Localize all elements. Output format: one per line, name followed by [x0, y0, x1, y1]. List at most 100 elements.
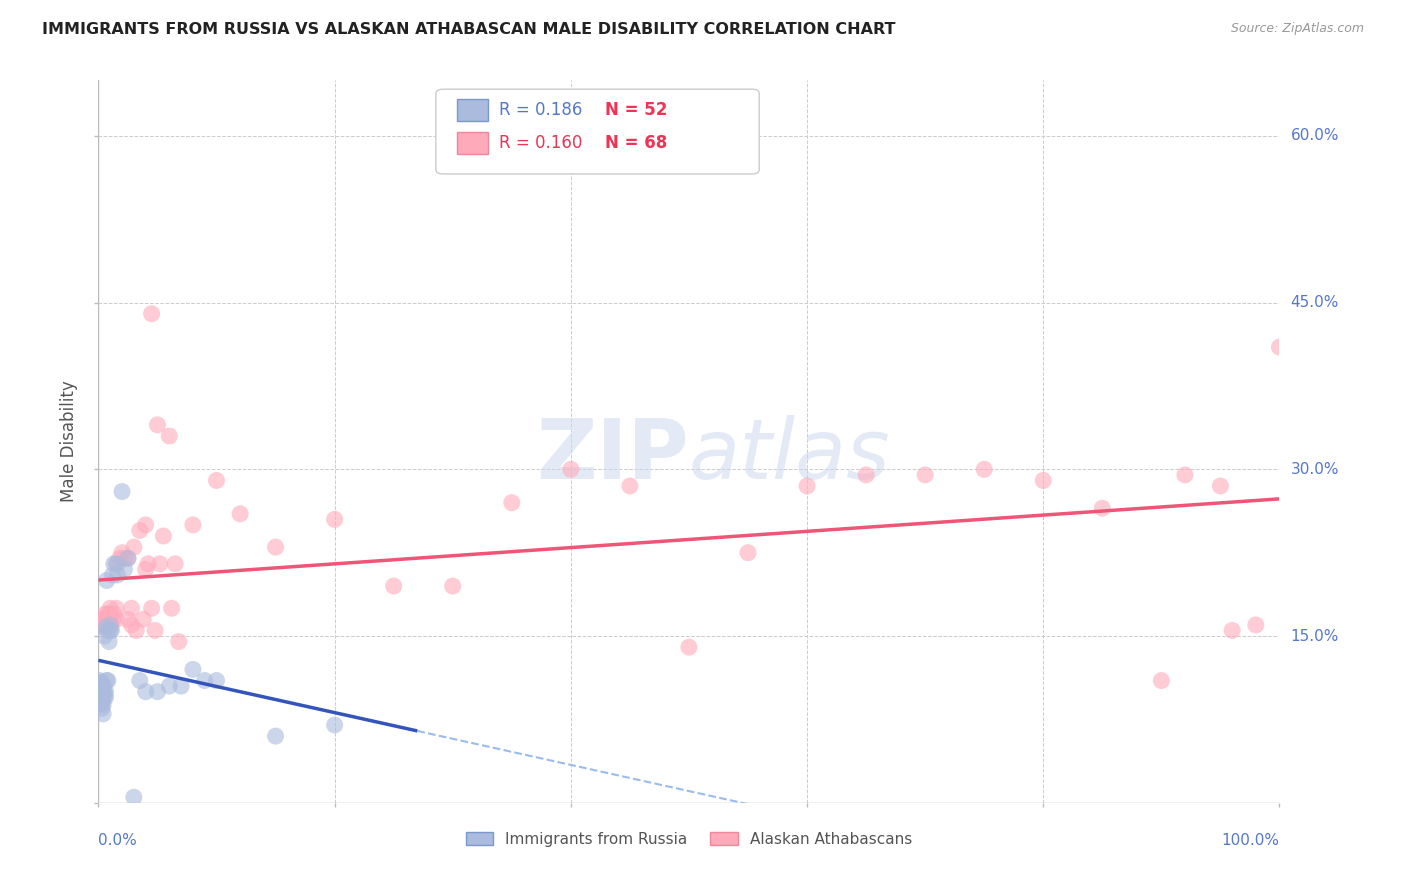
Text: 15.0%: 15.0%	[1291, 629, 1339, 643]
Point	[97, 612, 120, 626]
Point	[94, 684, 117, 698]
Point	[91, 675, 114, 690]
Point	[181, 662, 204, 676]
Point	[97, 673, 120, 688]
Text: N = 68: N = 68	[605, 134, 666, 152]
Point	[264, 729, 287, 743]
Point	[122, 540, 145, 554]
Text: 45.0%: 45.0%	[1291, 295, 1339, 310]
Point	[149, 557, 172, 571]
Point	[94, 690, 117, 705]
Point	[914, 467, 936, 482]
Point	[90, 675, 112, 690]
Point	[105, 557, 128, 571]
Text: 100.0%: 100.0%	[1222, 833, 1279, 848]
Point	[1150, 673, 1173, 688]
Point	[167, 634, 190, 648]
Point	[146, 684, 169, 698]
Point	[111, 484, 134, 499]
Point	[98, 612, 121, 626]
Point	[105, 612, 128, 626]
Point	[89, 673, 111, 688]
Point	[96, 574, 118, 588]
Point	[117, 612, 139, 626]
Point	[111, 546, 134, 560]
Point	[323, 512, 346, 526]
Point	[112, 551, 135, 566]
Point	[560, 462, 582, 476]
Point	[1244, 618, 1267, 632]
Point	[105, 601, 128, 615]
Point	[98, 601, 121, 615]
Point	[91, 690, 114, 705]
Point	[121, 601, 143, 615]
Text: 30.0%: 30.0%	[1291, 462, 1339, 477]
Point	[108, 551, 131, 566]
Point	[122, 790, 145, 805]
Point	[135, 684, 157, 698]
Point	[181, 517, 204, 532]
Text: R = 0.186: R = 0.186	[499, 101, 582, 119]
Point	[101, 612, 124, 626]
Text: ZIP: ZIP	[537, 416, 689, 497]
Point	[152, 529, 174, 543]
Point	[103, 557, 125, 571]
Point	[101, 568, 124, 582]
Point	[90, 684, 112, 698]
Point	[100, 624, 122, 638]
Point	[98, 607, 121, 621]
Point	[128, 524, 150, 538]
Point	[135, 562, 157, 576]
Point	[91, 612, 114, 626]
Text: 0.0%: 0.0%	[98, 833, 138, 848]
Point	[619, 479, 641, 493]
Point	[796, 479, 818, 493]
Point	[117, 551, 139, 566]
Point	[194, 673, 217, 688]
Point	[98, 624, 121, 638]
Text: Source: ZipAtlas.com: Source: ZipAtlas.com	[1230, 22, 1364, 36]
Point	[170, 679, 193, 693]
Point	[105, 557, 128, 571]
Point	[382, 579, 405, 593]
Point	[323, 718, 346, 732]
Point	[264, 540, 287, 554]
Point	[132, 612, 155, 626]
Point	[1174, 467, 1197, 482]
Point	[91, 698, 114, 712]
Text: R = 0.160: R = 0.160	[499, 134, 582, 152]
Point	[90, 690, 112, 705]
Text: 60.0%: 60.0%	[1291, 128, 1339, 144]
Point	[97, 624, 120, 638]
Point	[128, 673, 150, 688]
Text: IMMIGRANTS FROM RUSSIA VS ALASKAN ATHABASCAN MALE DISABILITY CORRELATION CHART: IMMIGRANTS FROM RUSSIA VS ALASKAN ATHABA…	[42, 22, 896, 37]
Point	[143, 624, 166, 638]
Point	[160, 601, 183, 615]
Y-axis label: Male Disability: Male Disability	[60, 381, 79, 502]
Point	[205, 474, 228, 488]
Legend: Immigrants from Russia, Alaskan Athabascans: Immigrants from Russia, Alaskan Athabasc…	[460, 826, 918, 853]
Point	[93, 612, 115, 626]
Point	[96, 673, 118, 688]
Point	[678, 640, 700, 655]
Point	[91, 679, 114, 693]
Point	[93, 612, 115, 626]
Point	[441, 579, 464, 593]
Point	[94, 612, 117, 626]
Point	[91, 682, 114, 697]
Point	[94, 607, 117, 621]
Point	[135, 517, 157, 532]
Point	[91, 706, 114, 721]
Point	[96, 612, 118, 626]
Point	[94, 620, 117, 634]
Point	[97, 607, 120, 621]
Point	[1268, 340, 1291, 354]
Point	[1209, 479, 1232, 493]
Point	[117, 551, 139, 566]
Point	[89, 684, 111, 698]
Point	[737, 546, 759, 560]
Point	[157, 679, 180, 693]
Point	[229, 507, 252, 521]
Point	[121, 618, 143, 632]
Point	[141, 601, 163, 615]
